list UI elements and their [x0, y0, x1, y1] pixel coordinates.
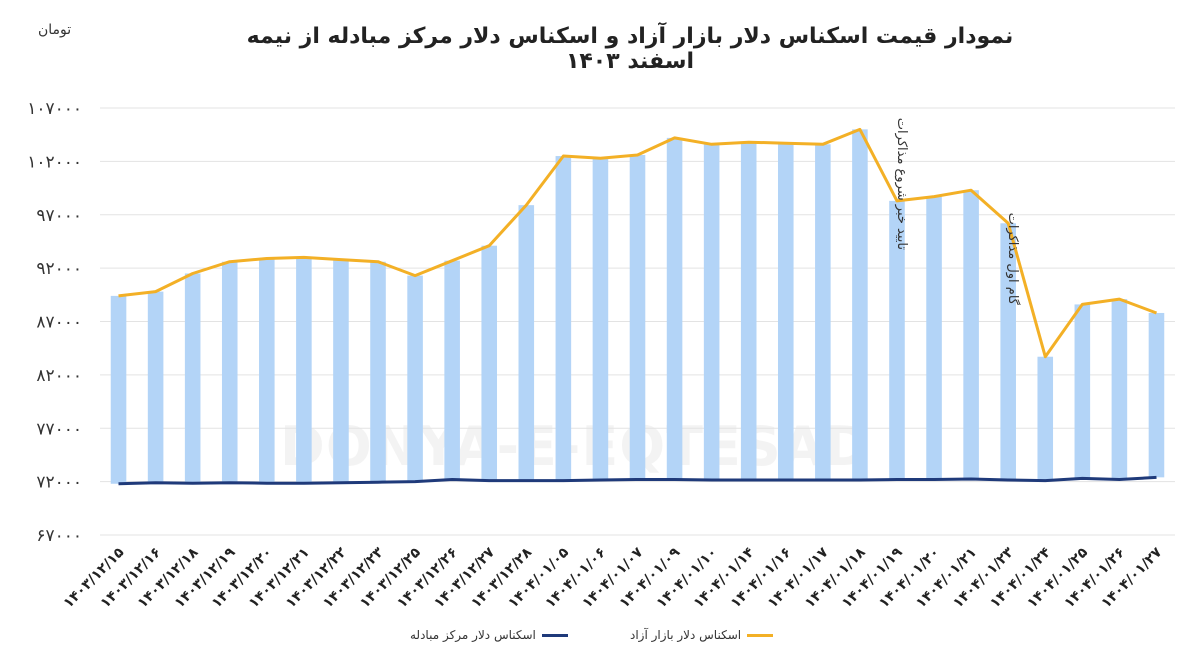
bar: [777, 143, 794, 481]
legend-label-exchange-center: اسکناس دلار مرکز مبادله: [410, 628, 536, 642]
y-tick-label: ۶۷۰۰۰: [36, 526, 82, 546]
bar: [1111, 299, 1128, 480]
bar: [592, 158, 609, 481]
y-tick-label: ۱۰۷۰۰۰: [27, 99, 82, 119]
bar: [518, 205, 535, 481]
bar: [110, 295, 127, 484]
bar: [852, 129, 868, 481]
bar: [889, 200, 905, 480]
bar: [703, 144, 720, 481]
bar: [555, 156, 572, 481]
bar: [926, 196, 942, 480]
series-line-free-market: [118, 127, 1158, 359]
bar: [407, 275, 423, 482]
y-axis-unit: تومان: [38, 22, 72, 38]
bar: [1074, 304, 1091, 479]
series-line-exchange-center: [118, 475, 1157, 486]
bars-free-market: [110, 129, 1165, 484]
chart-title: نمودار قیمت اسکناس دلار بازار آزاد و اسک…: [246, 24, 1014, 74]
y-tick-label: ۷۷۰۰۰: [36, 419, 82, 439]
bar: [333, 259, 349, 483]
y-tick-label: ۹۲۰۰۰: [36, 259, 82, 279]
y-axis-ticks: ۶۷۰۰۰ ۷۲۰۰۰ ۷۷۰۰۰ ۸۲۰۰۰ ۸۷۰۰۰ ۹۲۰۰۰ ۹۷۰۰۰ ۱۰۲۰۰…: [27, 99, 82, 546]
bar: [815, 144, 831, 481]
bar: [1000, 223, 1016, 481]
legend-label-free-market: اسکناس دلار بازار آزاد: [630, 628, 742, 642]
bar: [666, 137, 683, 480]
bar: [147, 291, 164, 483]
bar: [370, 261, 386, 483]
bar: [740, 142, 757, 481]
bar: [296, 257, 312, 484]
annotation-label: تایید خبر شروع مذاکرات: [894, 118, 909, 251]
x-axis-ticks: ۱۴۰۳/۱۲/۱۵۱۴۰۳/۱۲/۱۶۱۴۰۳/۱۲/۱۸۱۴۰۳/۱۲/۱۹…: [60, 544, 1165, 611]
bar: [481, 245, 498, 481]
bar: [184, 273, 201, 484]
y-tick-label: ۸۷۰۰۰: [36, 313, 82, 333]
bar: [629, 154, 646, 480]
bar: [1037, 356, 1054, 481]
annotation-label: گام اول مذاکرات: [1005, 213, 1021, 306]
bar: [259, 258, 275, 484]
series-lines: [118, 127, 1158, 486]
y-tick-label: ۷۲۰۰۰: [36, 473, 82, 493]
y-tick-label: ۹۷۰۰۰: [36, 206, 82, 226]
legend-item-free-market: اسکناس دلار بازار آزاد: [630, 628, 774, 642]
bar: [221, 261, 238, 483]
y-tick-label: ۸۲۰۰۰: [36, 366, 82, 386]
bar: [1148, 312, 1165, 478]
legend: اسکناس دلار مرکز مبادله اسکناس دلار بازا…: [400, 628, 820, 648]
bar: [963, 190, 979, 479]
legend-swatch-free-market: [747, 633, 774, 637]
annotations: تایید خبر شروع مذاکرات گام اول مذاکرات: [894, 118, 1021, 306]
legend-item-exchange-center: اسکناس دلار مرکز مبادله: [410, 628, 568, 642]
y-tick-label: ۱۰۲۰۰۰: [27, 152, 82, 172]
bar: [444, 260, 460, 480]
legend-swatch-exchange-center: [541, 633, 568, 637]
